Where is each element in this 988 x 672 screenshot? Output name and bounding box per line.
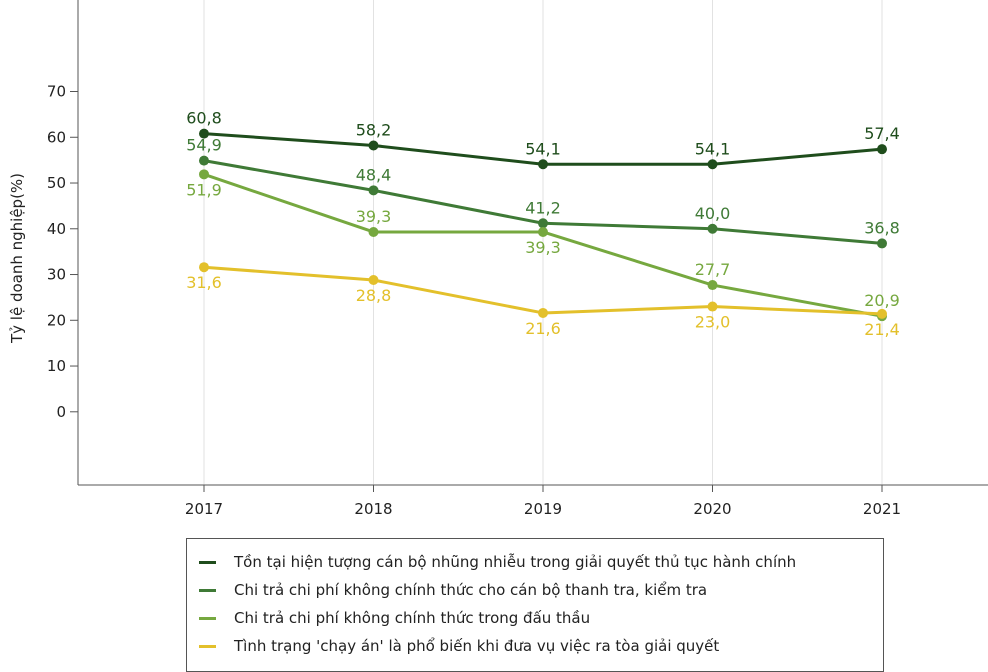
data-label: 28,8 (356, 286, 392, 305)
data-point (707, 159, 718, 170)
legend-label: Tồn tại hiện tượng cán bộ nhũng nhiễu tr… (234, 553, 797, 571)
legend-item: Tồn tại hiện tượng cán bộ nhũng nhiễu tr… (199, 549, 796, 575)
data-point (707, 301, 718, 312)
legend-swatch (199, 588, 216, 592)
data-label: 39,3 (525, 238, 561, 257)
y-tick-label: 40 (47, 220, 66, 238)
legend-swatch (199, 616, 216, 620)
y-tick-label: 70 (47, 83, 66, 101)
legend: Tồn tại hiện tượng cán bộ nhũng nhiễu tr… (186, 538, 884, 672)
legend-swatch (199, 644, 216, 648)
data-label: 51,9 (186, 180, 222, 199)
y-tick-label: 20 (47, 311, 66, 329)
legend-item: Chi trả chi phí không chính thức cho cán… (199, 577, 707, 603)
data-label: 23,0 (695, 313, 731, 332)
y-tick-label: 60 (47, 128, 66, 146)
data-point (538, 226, 548, 237)
data-point (199, 169, 209, 180)
y-tick-label: 50 (47, 174, 66, 192)
data-label: 39,3 (356, 207, 392, 226)
data-point (877, 308, 887, 319)
line-chart: 0 10 20 30 40 50 60 70 2017 2018 2019 2020 2021 60,… (8, 0, 988, 518)
data-label: 21,6 (525, 319, 561, 338)
data-label: 48,4 (356, 165, 392, 184)
legend-label: Tình trạng 'chạy án' là phổ biến khi đưa… (234, 637, 720, 655)
data-label: 60,8 (186, 109, 222, 128)
data-point (707, 223, 718, 234)
data-label: 31,6 (186, 273, 222, 292)
data-point (199, 262, 209, 273)
data-point (368, 275, 379, 286)
legend-label: Chi trả chi phí không chính thức cho cán… (234, 581, 708, 599)
data-point (368, 140, 379, 151)
data-point (368, 185, 379, 196)
axes (77, 0, 988, 486)
data-label: 54,1 (695, 139, 731, 158)
legend-item: Tình trạng 'chạy án' là phổ biến khi đưa… (199, 633, 719, 659)
data-label: 54,1 (525, 139, 561, 158)
data-label: 36,8 (864, 218, 900, 237)
legend-item: Chi trả chi phí không chính thức trong đ… (199, 605, 590, 631)
data-point (538, 307, 548, 318)
data-label: 54,9 (186, 136, 222, 155)
y-tick-label: 0 (56, 403, 66, 421)
data-label: 58,2 (356, 121, 392, 140)
x-tick-label: 2019 (524, 500, 562, 518)
data-point (877, 238, 887, 249)
data-labels: 60,8 58,2 54,1 54,1 57,4 54,9 48,4 41,2 40,0 36,8… (186, 109, 900, 339)
legend-label: Chi trả chi phí không chính thức trong đ… (234, 609, 591, 627)
data-point (707, 280, 718, 291)
data-point (199, 155, 209, 166)
data-point (368, 226, 379, 237)
data-point (877, 144, 887, 155)
data-label: 20,9 (864, 291, 900, 310)
y-tick-label: 30 (47, 266, 66, 284)
x-tick-label: 2021 (863, 500, 901, 518)
data-point (538, 218, 548, 229)
x-axis-ticks: 2017 2018 2019 2020 2021 (185, 485, 901, 518)
series-points (199, 128, 887, 322)
y-axis-label: Tỷ lệ doanh nghiệp(%) (8, 173, 26, 344)
data-label: 41,2 (525, 198, 561, 217)
data-point (538, 159, 548, 170)
data-label: 57,4 (864, 124, 900, 143)
data-label: 40,0 (695, 204, 731, 223)
x-tick-label: 2017 (185, 500, 223, 518)
x-tick-label: 2020 (693, 500, 731, 518)
y-tick-label: 10 (47, 357, 66, 375)
legend-swatch (199, 560, 216, 564)
x-tick-label: 2018 (354, 500, 392, 518)
data-point (199, 128, 209, 139)
y-axis-ticks: 0 10 20 30 40 50 60 70 (47, 83, 78, 421)
data-label: 21,4 (864, 320, 900, 339)
data-label: 27,7 (695, 260, 731, 279)
